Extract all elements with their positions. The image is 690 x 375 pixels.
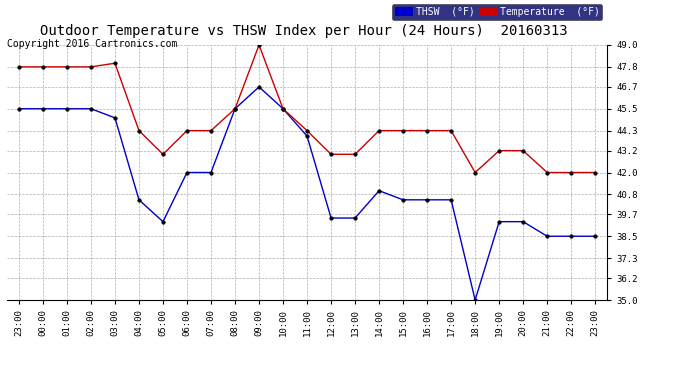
Legend: THSW  (°F), Temperature  (°F): THSW (°F), Temperature (°F) — [392, 4, 602, 20]
Text: Outdoor Temperature vs THSW Index per Hour (24 Hours)  20160313: Outdoor Temperature vs THSW Index per Ho… — [40, 24, 567, 38]
Text: Copyright 2016 Cartronics.com: Copyright 2016 Cartronics.com — [7, 39, 177, 50]
